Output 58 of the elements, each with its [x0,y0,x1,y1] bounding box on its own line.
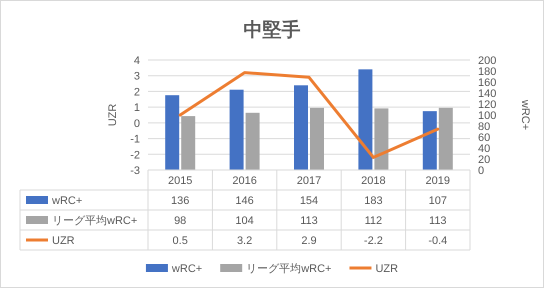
data-label: 113 [429,215,447,227]
legend-label: wRC+ [51,195,82,207]
y-tick-label: -3 [130,165,140,177]
x-tick-label: 2015 [168,175,192,187]
data-label: 2.9 [301,235,317,247]
y-tick-label: 2 [134,86,140,98]
bar [294,85,308,170]
text: UZR [52,235,75,247]
y2-tick-label: 80 [478,121,490,133]
y-tick-label: 4 [134,55,140,67]
bar [230,90,244,170]
legend-label: UZR [375,263,398,275]
y2-tick-label: 40 [478,143,490,155]
x-tick-label: 2017 [296,175,322,187]
data-label: 136 [171,195,190,207]
data-label: -2.2 [364,235,383,247]
y2-tick-label: 140 [478,88,496,100]
data-label: 183 [364,195,383,207]
y-tick-label: 1 [134,102,140,114]
y-axis-title: UZR [107,104,119,126]
legend: wRC+ リーグ平均wRC+ UZR [146,263,398,275]
bar [422,111,437,170]
y-tick-label: -1 [130,134,140,146]
y2-tick-label: 180 [478,66,496,78]
y-tick-label: 3 [134,70,140,83]
chart-title: 中堅手 [244,19,300,41]
data-label: 0.5 [172,235,188,247]
x-tick-label: 2018 [361,175,386,187]
y-tick-label: 0 [134,118,140,130]
data-label: 104 [235,215,254,227]
bar [165,95,180,170]
legend-label: リーグ平均wRC+ [52,215,138,227]
x-tick-label: 2019 [426,175,450,187]
y2-tick-label: 200 [478,55,496,67]
bar [181,116,196,170]
data-label: 146 [235,195,254,207]
y2-tick-label: 20 [478,154,490,166]
data-label: 113 [300,215,318,227]
y2-tick-label: 100 [478,110,496,122]
data-label: 3.2 [236,235,252,247]
data-label: 112 [364,215,382,227]
bar [438,108,453,170]
data-label: -0.4 [428,235,448,247]
y2-axis-title: wRC+ [519,98,531,130]
data-label: 98 [174,215,186,227]
bar [310,108,324,170]
y-tick-label: -2 [130,149,140,162]
y2-tick-label: 0 [478,165,484,177]
bar [358,69,372,170]
bar [374,108,388,170]
y2-tick-label: 160 [478,77,496,89]
line-series [178,71,440,159]
bar [246,112,260,170]
data-label: 107 [428,195,447,207]
x-tick-label: 2016 [232,175,257,187]
y2-tick-label: 120 [478,99,496,111]
data-label: 154 [300,195,318,207]
y2-tick-label: 60 [478,132,490,144]
